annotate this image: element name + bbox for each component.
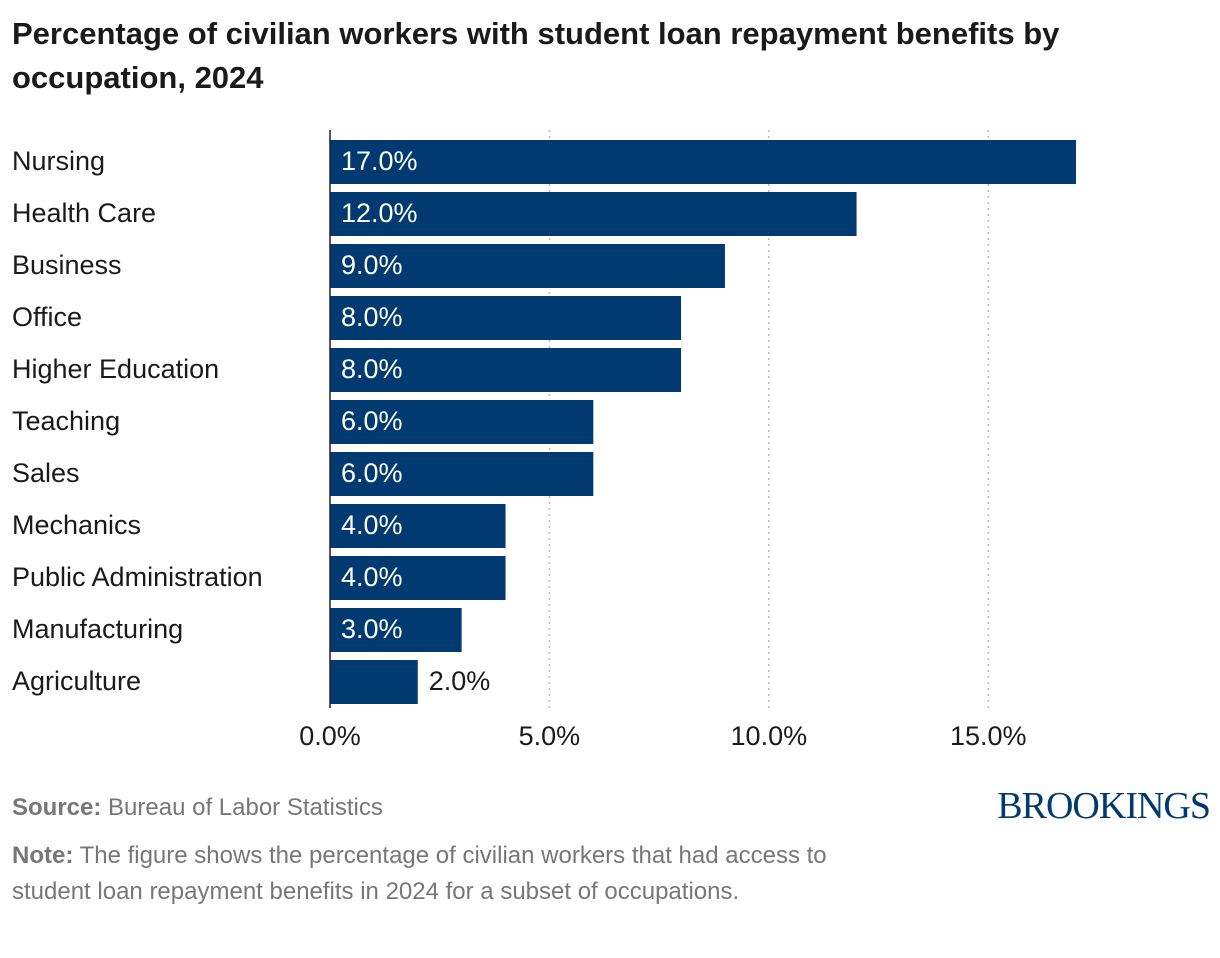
value-label: 4.0% [341,562,403,592]
bar [330,400,594,444]
bar [330,348,682,392]
bar [330,192,857,236]
value-label: 6.0% [341,458,403,488]
bar [330,504,506,548]
brand-logo: BROOKINGS [997,785,1211,827]
y-tick-label: Agriculture [12,666,141,696]
bar [330,556,506,600]
x-tick-label: 15.0% [950,721,1027,751]
x-tick-label: 10.0% [731,721,808,751]
value-label: 2.0% [429,666,491,696]
value-label: 8.0% [341,302,403,332]
bar [330,244,725,288]
value-label: 4.0% [341,510,403,540]
note: Note: The figure shows the percentage of… [12,838,862,910]
source: Source: Bureau of Labor Statistics [12,790,383,826]
x-tick-label: 0.0% [299,721,361,751]
y-tick-label: Public Administration [12,562,263,592]
source-text: Bureau of Labor Statistics [108,794,383,821]
x-tick-label: 5.0% [519,721,581,751]
bar [330,296,682,340]
bar [330,608,462,652]
y-tick-label: Nursing [12,146,105,176]
note-text: The figure shows the percentage of civil… [12,842,827,905]
value-label: 6.0% [341,406,403,436]
y-tick-label: Mechanics [12,510,141,540]
value-label: 8.0% [341,354,403,384]
y-tick-label: Teaching [12,406,120,436]
bar [330,140,1076,184]
y-tick-label: Manufacturing [12,614,183,644]
y-tick-label: Sales [12,458,80,488]
note-label: Note: [12,842,74,869]
value-label: 9.0% [341,250,403,280]
source-label: Source: [12,794,102,821]
bar [330,660,418,704]
value-label: 3.0% [341,614,403,644]
value-label: 17.0% [341,146,418,176]
chart: 0.0% 5.0% 10.0% 15.0% Nursing 17.0% Health Car… [12,130,1076,751]
bar [330,452,594,496]
y-tick-label: Office [12,302,82,332]
value-label: 12.0% [341,198,418,228]
y-tick-label: Health Care [12,198,156,228]
y-tick-label: Business [12,250,122,280]
chart-title: Percentage of civilian workers with stud… [12,16,1060,95]
y-tick-label: Higher Education [12,354,219,384]
